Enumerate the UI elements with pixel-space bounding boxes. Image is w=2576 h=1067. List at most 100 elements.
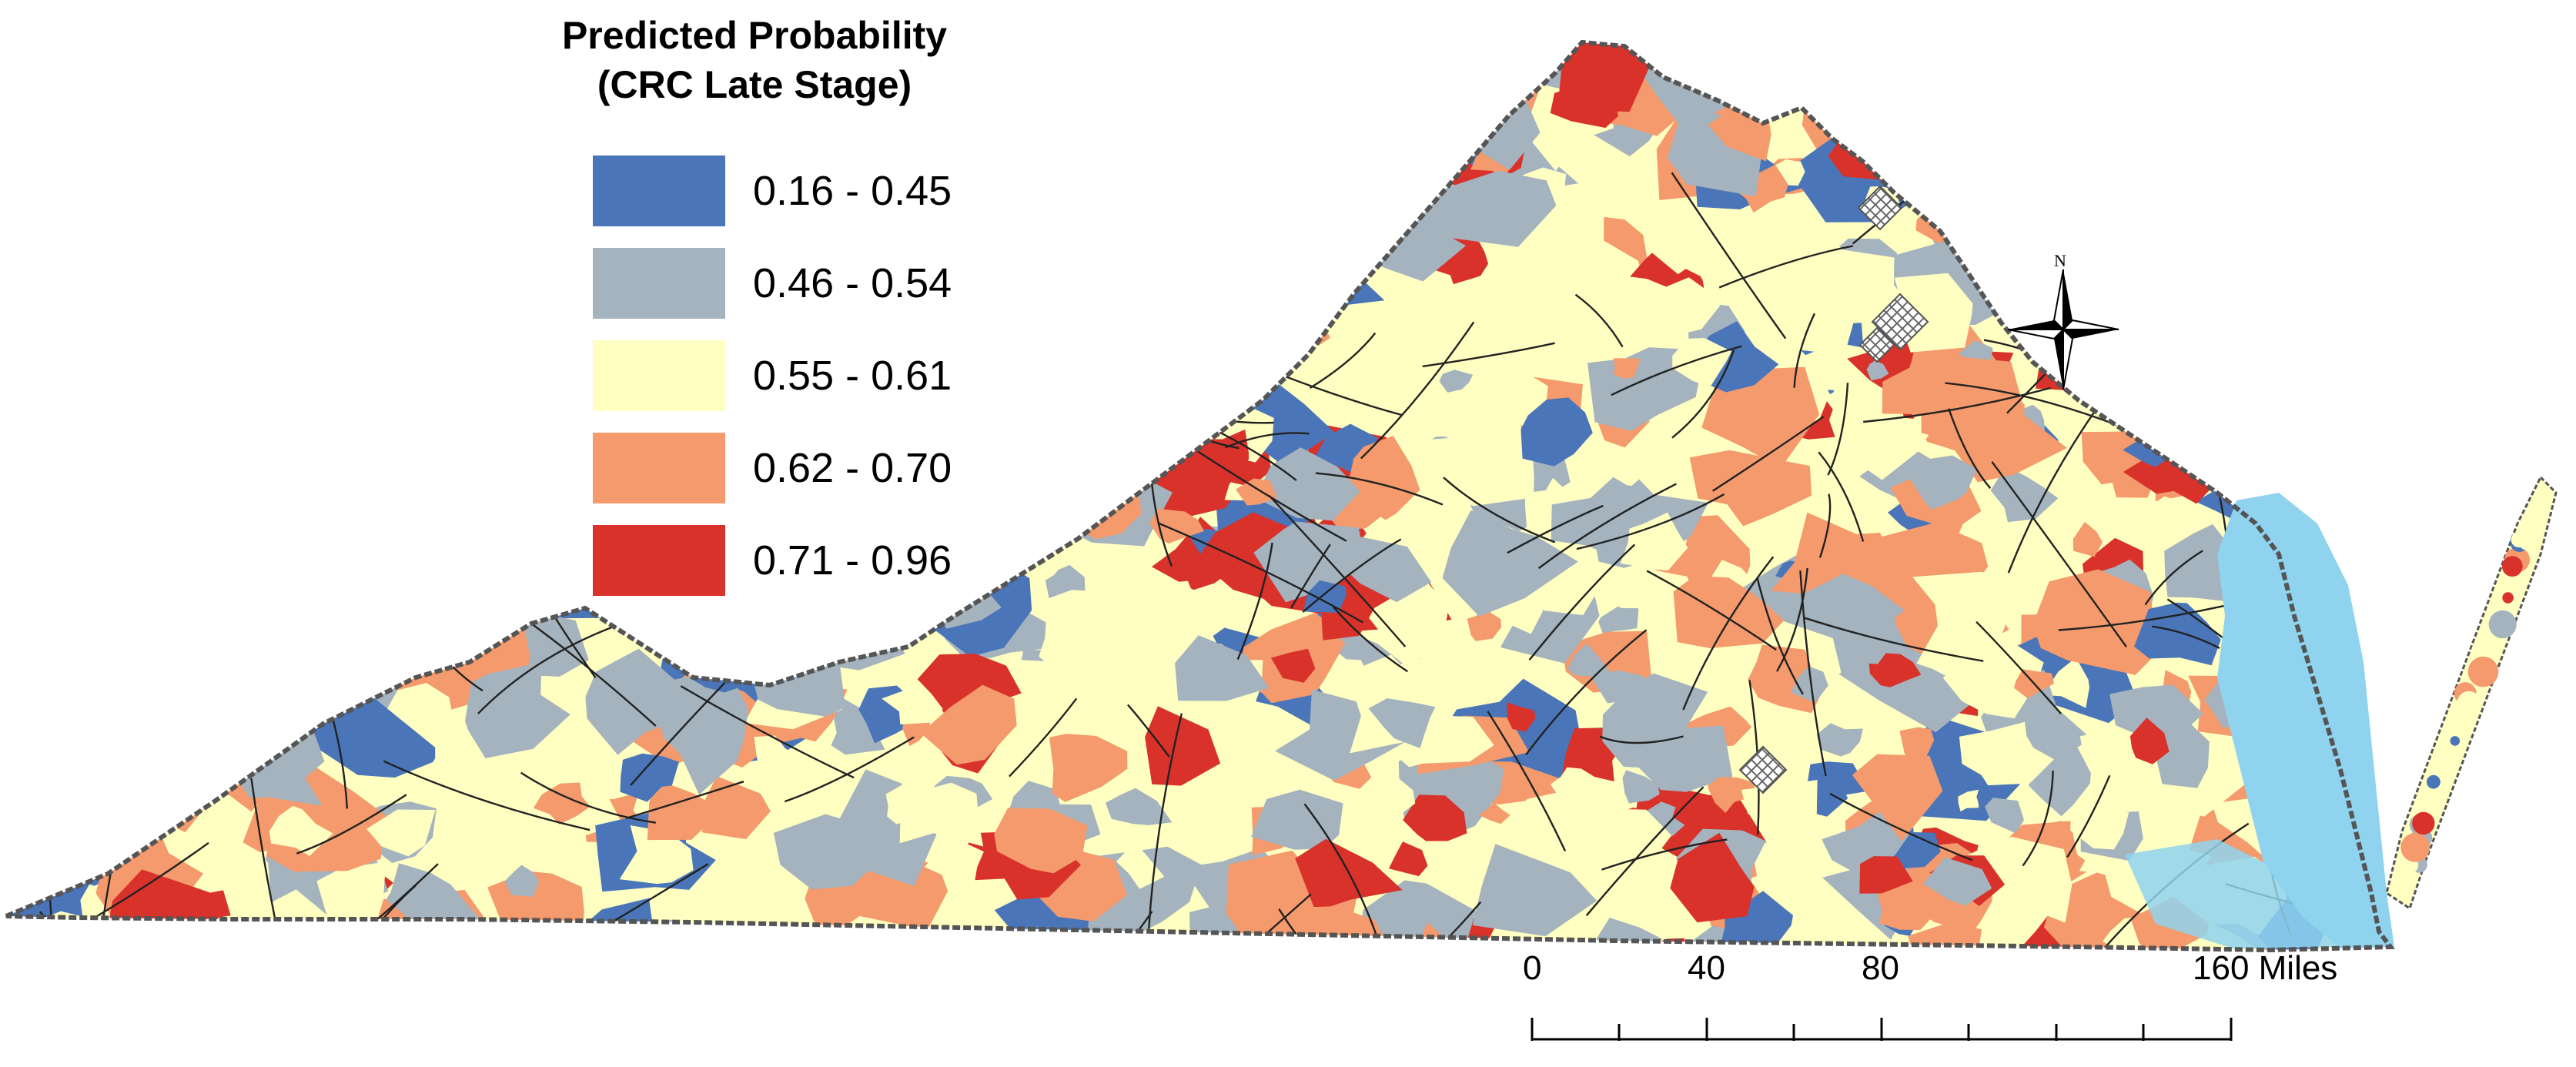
tract-region xyxy=(391,233,445,277)
tract-region xyxy=(1656,938,1690,950)
tract-region xyxy=(2357,528,2390,555)
county-boundary-line xyxy=(2307,332,2390,467)
county-boundary-line xyxy=(1315,472,1444,506)
tract-region xyxy=(2502,592,2514,604)
tract-region xyxy=(1145,706,1221,786)
tract-region xyxy=(413,456,490,537)
county-boundary-line xyxy=(91,869,112,950)
tract-region xyxy=(127,350,262,424)
tract-region xyxy=(1123,352,1218,426)
tract-region xyxy=(179,176,261,247)
tract-region xyxy=(2292,93,2327,121)
tract-region xyxy=(316,861,386,929)
tract-region xyxy=(2350,583,2390,645)
tract-region xyxy=(306,454,387,507)
tract-region xyxy=(18,720,55,755)
tract-region xyxy=(1146,380,1218,442)
legend-label: 0.71 - 0.96 xyxy=(753,537,952,584)
tract-region xyxy=(2240,386,2315,461)
eastern-shore-peninsula xyxy=(2385,475,2558,911)
tract-region xyxy=(397,599,423,625)
legend-swatch xyxy=(593,340,725,411)
tract-region xyxy=(279,363,394,446)
tract-region xyxy=(1303,580,1347,613)
tract-region xyxy=(52,356,179,440)
tract-region xyxy=(1066,404,1135,467)
tract-region xyxy=(438,816,469,843)
county-boundary-line xyxy=(1507,504,1604,554)
tract-region xyxy=(1450,42,1546,119)
legend-item: 0.71 - 0.96 xyxy=(593,525,1070,596)
legend-label: 0.62 - 0.70 xyxy=(753,445,952,491)
tract-region xyxy=(219,527,245,556)
tract-region xyxy=(349,501,413,560)
county-boundary-line xyxy=(282,217,452,293)
tract-region xyxy=(81,661,199,764)
county-boundary-line xyxy=(1818,451,1865,542)
county-boundary-line xyxy=(1805,617,1984,662)
tract-region xyxy=(1132,140,1189,185)
tract-region xyxy=(1899,727,1935,760)
county-boundary-line xyxy=(138,561,147,633)
tract-region xyxy=(110,92,206,186)
tract-region xyxy=(2501,556,2523,577)
tract-region xyxy=(994,808,1088,874)
tract-region xyxy=(357,513,454,586)
tract-region xyxy=(6,174,52,206)
tract-region xyxy=(1337,602,1379,632)
tract-region xyxy=(477,925,513,950)
tract-region xyxy=(97,440,197,528)
tract-region xyxy=(2245,371,2315,441)
tract-region xyxy=(1360,156,1391,175)
tract-region xyxy=(94,577,146,626)
tract-region xyxy=(1696,42,1770,67)
county-boundary-line xyxy=(1756,578,1804,695)
tract-region xyxy=(287,695,313,715)
tract-region xyxy=(69,556,135,592)
tract-region xyxy=(1232,206,1303,260)
legend-item: 0.16 - 0.45 xyxy=(593,156,1070,226)
tract-region xyxy=(124,73,166,99)
county-boundary-line xyxy=(1793,313,1815,388)
tract-region xyxy=(924,843,984,889)
tract-region xyxy=(1673,576,1785,648)
tract-region xyxy=(1648,209,1730,275)
tract-region xyxy=(1073,119,1177,175)
tract-region xyxy=(2167,313,2194,338)
tract-region xyxy=(885,777,930,824)
tract-region xyxy=(346,66,409,104)
tract-region xyxy=(1149,508,1205,544)
tract-region xyxy=(104,642,184,699)
tract-region xyxy=(1350,472,1398,522)
tract-region xyxy=(1360,880,1477,950)
tract-region xyxy=(2158,55,2213,92)
county-boundary-line xyxy=(1268,495,1407,647)
tract-region xyxy=(1173,84,1203,108)
tract-region xyxy=(1191,304,1285,407)
tract-region xyxy=(1111,366,1201,426)
tract-region xyxy=(2188,320,2226,358)
tract-region xyxy=(72,517,185,596)
tract-region xyxy=(2412,811,2435,835)
tract-region xyxy=(6,530,42,565)
tract-region xyxy=(125,754,169,790)
tract-region xyxy=(6,184,85,261)
county-boundary-line xyxy=(1009,697,1078,778)
tract-region xyxy=(132,342,269,443)
county-boundary-line xyxy=(1827,383,1849,476)
tract-region xyxy=(6,751,95,838)
county-boundary-line xyxy=(1574,293,1624,348)
tract-region xyxy=(354,717,407,761)
county-boundary-line xyxy=(1147,713,1183,935)
tract-region xyxy=(307,248,370,279)
county-boundary-line xyxy=(2022,771,2054,867)
county-boundary-line xyxy=(1948,408,1992,490)
tract-region xyxy=(515,386,595,450)
hatched-area xyxy=(1871,293,1929,351)
tract-region xyxy=(2256,84,2346,173)
tract-region xyxy=(125,223,246,303)
tract-region xyxy=(1875,42,1994,105)
county-boundary-line xyxy=(2144,550,2203,606)
tract-region xyxy=(2042,657,2089,708)
tract-region xyxy=(2127,322,2160,344)
